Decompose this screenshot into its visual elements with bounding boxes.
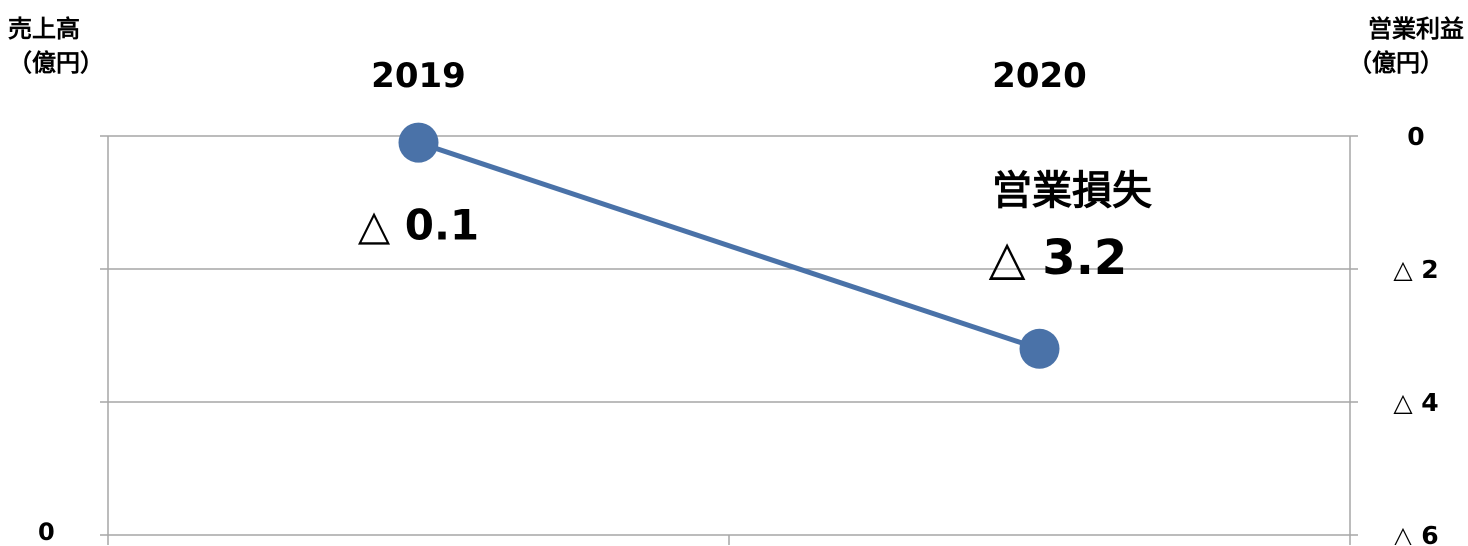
data-point — [1019, 328, 1060, 369]
right-axis-tick-label: △ 6 — [1393, 521, 1438, 545]
axes — [107, 136, 1351, 545]
series — [398, 122, 1060, 369]
gridlines — [100, 135, 1358, 536]
left-axis-unit: （億円） — [8, 49, 104, 77]
data-label: △ 3.2 — [989, 230, 1128, 286]
right-axis-unit: （億円） — [1348, 49, 1444, 77]
data-point — [398, 122, 439, 163]
annotations: △ 0.1 △ 3.2 営業損失 — [358, 168, 1153, 286]
series-line — [417, 140, 1041, 352]
annotation-label: 営業損失 — [992, 168, 1153, 214]
category-label: 2020 — [992, 56, 1087, 96]
left-axis-title: 売上高 — [8, 15, 80, 43]
category-labels: 2019 2020 — [371, 56, 1087, 96]
right-axis-title: 営業利益 — [1368, 15, 1464, 43]
right-axis-tick-label: △ 4 — [1393, 388, 1438, 417]
data-label: △ 0.1 — [358, 201, 479, 250]
tick-labels: 0 △ 2 △ 4 △ 6 — [1393, 122, 1438, 545]
left-axis-tick-label: 0 — [38, 518, 55, 546]
right-axis-tick-label: △ 2 — [1393, 255, 1438, 284]
right-axis-tick-label: 0 — [1407, 122, 1424, 151]
category-label: 2019 — [371, 56, 466, 96]
